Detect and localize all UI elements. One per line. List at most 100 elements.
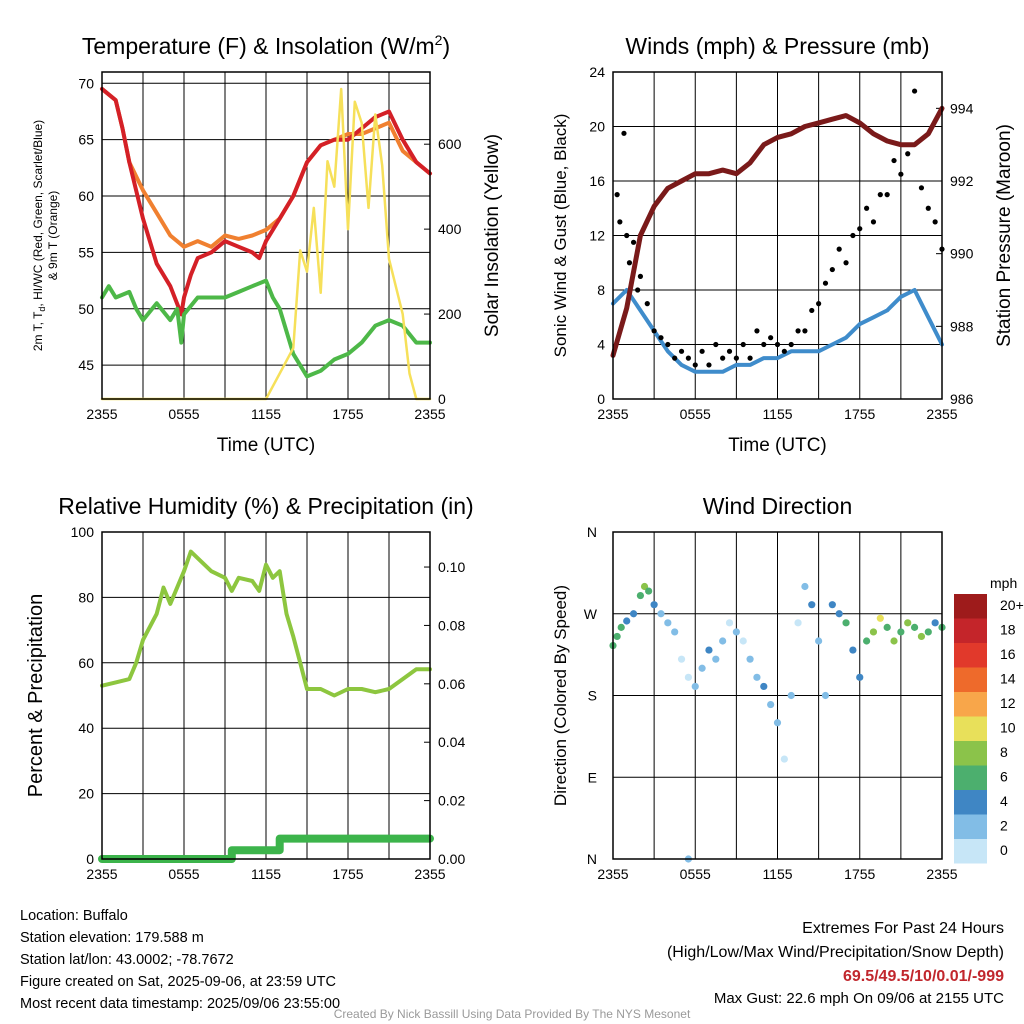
max-gust-text: Max Gust: 22.6 mph On 09/06 at 2155 UTC	[713, 990, 1004, 1007]
y-tick-label: 0	[86, 851, 94, 867]
x-tick-label: 0555	[168, 406, 199, 422]
x-tick-label: 2355	[86, 866, 117, 882]
y-tick-label: 45	[78, 357, 94, 373]
y2-axis-label: Solar Insolation (Yellow)	[482, 134, 503, 337]
direction-point	[931, 619, 939, 627]
gust-point	[932, 219, 938, 225]
gust-point	[678, 348, 685, 354]
x-tick-label: 1155	[762, 406, 792, 422]
direction-point	[828, 601, 836, 609]
plot-frame	[612, 531, 943, 860]
direction-point	[787, 691, 795, 700]
series-line-4	[100, 87, 432, 401]
gust-point	[843, 260, 849, 266]
direction-point	[801, 582, 809, 591]
direction-point	[835, 610, 843, 618]
y2-tick-label: 0.10	[438, 559, 465, 575]
colorbar-swatch	[954, 643, 987, 668]
colorbar-swatch	[954, 594, 987, 619]
gust-point	[692, 362, 698, 368]
direction-point	[705, 646, 713, 654]
colorbar-label: 0	[1000, 842, 1008, 858]
plot-frame	[101, 71, 431, 400]
direction-point	[698, 664, 706, 672]
x-axis-label: Time (UTC)	[217, 435, 316, 456]
y-tick-label: 20	[78, 786, 94, 802]
x-tick-label: 1755	[332, 866, 363, 882]
y-tick-label: 60	[78, 188, 94, 204]
colorbar-swatch	[954, 692, 987, 717]
colorbar-label: 4	[1000, 793, 1008, 809]
gust-point	[850, 232, 856, 239]
y-tick-label: 70	[78, 75, 94, 91]
gust-point	[836, 246, 842, 252]
y2-tick-label: 986	[950, 391, 974, 407]
colorbar-swatch	[954, 790, 987, 815]
gust-point	[621, 130, 627, 136]
chart-title: Temperature (F) & Insolation (W/m2)	[82, 32, 450, 59]
direction-point	[719, 637, 727, 645]
gust-point	[658, 335, 664, 341]
direction-point	[780, 755, 788, 763]
x-tick-label: 0555	[680, 406, 711, 422]
direction-point	[677, 655, 686, 663]
y-tick-label: 0	[597, 391, 605, 407]
direction-point	[732, 628, 740, 636]
plot-frame	[101, 531, 431, 860]
y2-tick-label: 994	[950, 100, 974, 116]
direction-point	[897, 628, 905, 636]
direction-point	[808, 601, 816, 609]
x-tick-label: 1755	[332, 406, 363, 422]
x-tick-label: 1155	[251, 866, 281, 882]
chart-title: Wind Direction	[703, 493, 853, 519]
colorbar-swatch	[954, 741, 987, 766]
direction-point	[725, 619, 734, 627]
gust-point	[925, 205, 931, 211]
direction-point	[613, 632, 621, 641]
gust-point	[802, 328, 808, 334]
temp-panel: 2355 0555 1155 1755 2355 45 50 55 60 65 70 0 200 400 6…	[31, 32, 503, 456]
gust-point	[918, 185, 925, 191]
gust-point	[781, 348, 787, 354]
x-tick-label: 2355	[414, 406, 445, 422]
y2-axis-label: Station Pressure (Maroon)	[994, 124, 1015, 347]
direction-point	[856, 673, 864, 681]
direction-point	[691, 682, 699, 691]
y-axis-label: Direction (Colored By Speed)	[551, 585, 570, 806]
y-tick-label: 4	[597, 337, 605, 353]
y-tick-label: N	[587, 524, 597, 540]
y2-tick-label: 0.00	[438, 851, 465, 867]
y-tick-label: 65	[78, 132, 94, 148]
y-tick-label: 8	[597, 282, 605, 298]
y-tick-label: 12	[589, 228, 605, 244]
y2-tick-label: 200	[438, 306, 462, 322]
x-tick-label: 2355	[926, 406, 957, 422]
x-tick-label: 0555	[168, 866, 199, 882]
direction-point	[794, 619, 802, 627]
y-tick-label: W	[584, 606, 598, 622]
gust-point	[774, 341, 781, 348]
x-tick-label: 0555	[680, 866, 711, 882]
direction-point	[904, 619, 912, 627]
gust-point	[651, 328, 657, 334]
gust-point	[672, 355, 678, 361]
direction-point	[849, 646, 857, 654]
gust-point	[768, 335, 774, 341]
x-tick-label: 1155	[251, 406, 281, 422]
gust-point	[864, 205, 870, 211]
direction-point	[645, 587, 653, 595]
gust-point	[857, 226, 863, 232]
direction-point	[664, 619, 672, 627]
chart-title: Winds (mph) & Pressure (mb)	[625, 33, 929, 59]
direction-point	[712, 655, 720, 663]
chart-title: Relative Humidity (%) & Precipitation (i…	[58, 493, 473, 519]
gust-point	[726, 348, 733, 354]
x-tick-label: 1755	[844, 406, 875, 422]
gust-point	[635, 287, 641, 293]
gust-point	[891, 157, 897, 164]
recent-text: Most recent data timestamp: 2025/09/06 2…	[20, 996, 341, 1012]
x-tick-label: 2355	[597, 406, 628, 422]
y-tick-label: 40	[78, 720, 94, 736]
direction-point	[767, 700, 775, 709]
wind-panel: 2355 0555 1155 1755 235504812162024986988990…	[551, 33, 1015, 456]
